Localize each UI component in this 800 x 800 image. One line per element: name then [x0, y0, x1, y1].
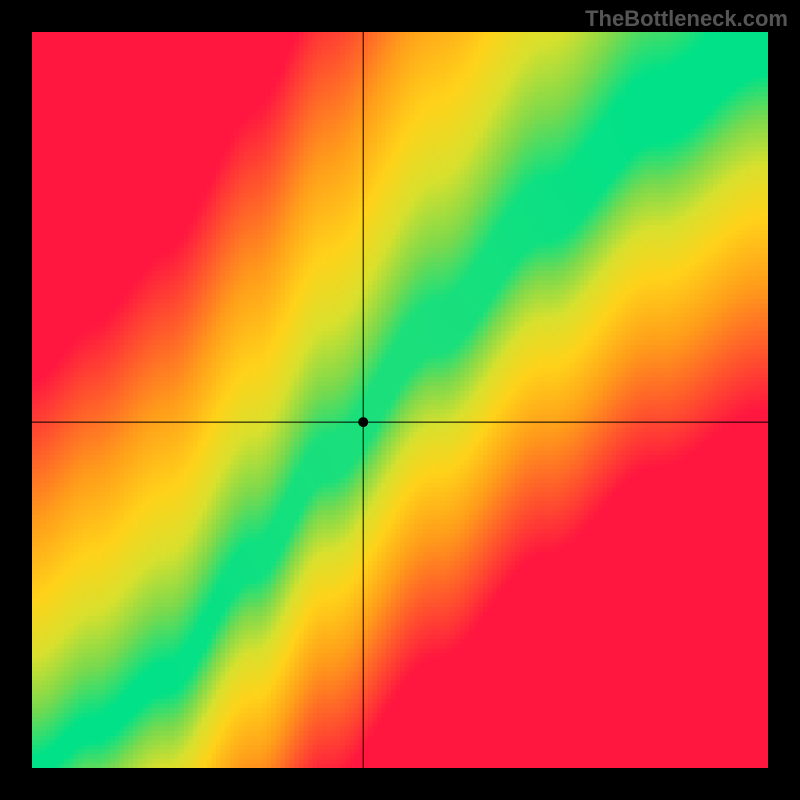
plot-area	[32, 32, 768, 768]
watermark-text: TheBottleneck.com	[585, 6, 788, 32]
chart-frame: TheBottleneck.com	[0, 0, 800, 800]
heatmap-canvas	[32, 32, 768, 768]
